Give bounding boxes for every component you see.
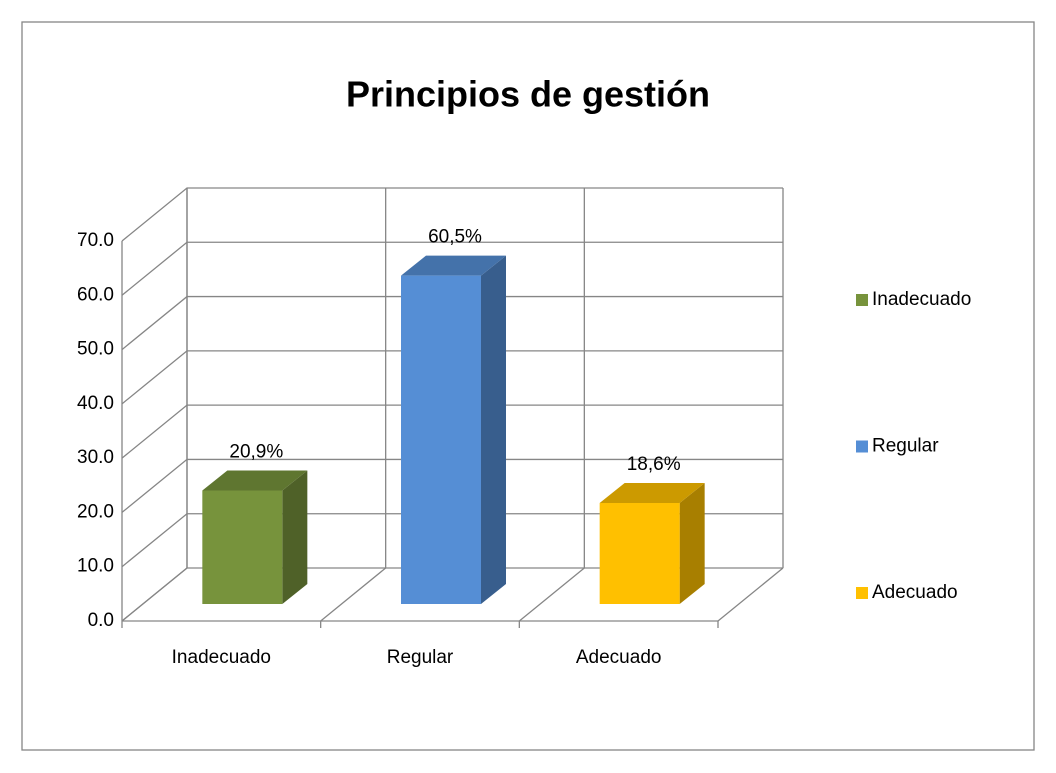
floor-line [518, 567, 585, 622]
bar [202, 470, 308, 604]
legend-label: Regular [872, 436, 939, 457]
bar-top [202, 470, 308, 491]
bar-front [202, 490, 283, 604]
chart-title: Principios de gestión [346, 74, 710, 115]
data-label: 18,6% [627, 454, 681, 475]
legend-swatch [856, 294, 868, 306]
legend-label: Adecuado [872, 582, 958, 603]
y-tick-label: 50.0 [77, 339, 114, 360]
data-label: 20,9% [229, 442, 283, 463]
legend-swatch [856, 440, 868, 453]
y-tick-label: 40.0 [77, 393, 114, 414]
bar [401, 255, 506, 605]
x-tick-label: Inadecuado [172, 647, 271, 668]
y-tick-label: 70.0 [77, 230, 114, 251]
y-tick-label: 60.0 [77, 284, 114, 305]
floor-line [320, 567, 387, 622]
x-tick-label: Adecuado [576, 647, 662, 668]
bar-front [401, 275, 481, 604]
legend-label: Inadecuado [872, 289, 971, 310]
y-tick-label: 20.0 [77, 501, 114, 522]
bar [599, 483, 705, 604]
bar-front [599, 503, 680, 604]
bar-top [401, 255, 506, 276]
y-tick-label: 30.0 [77, 447, 114, 468]
bar-side [481, 255, 506, 605]
legend-swatch [856, 587, 868, 599]
x-tick-label: Regular [387, 647, 454, 668]
y-tick-label: 10.0 [77, 556, 114, 577]
floor-line [717, 567, 784, 622]
data-label: 60,5% [428, 227, 482, 248]
floor-line [121, 567, 188, 622]
bar-side [679, 483, 705, 604]
bar-side [282, 470, 308, 604]
bar-top [599, 483, 705, 504]
chart-border [21, 21, 1035, 751]
y-tick-label: 0.0 [88, 610, 114, 631]
